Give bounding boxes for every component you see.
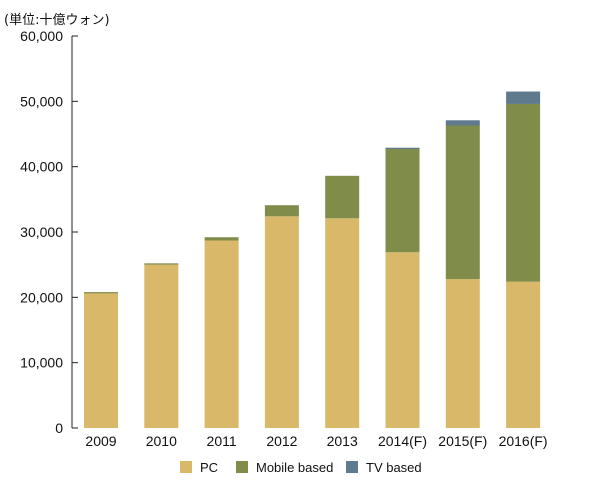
bar-segment-mobile-based (385, 149, 420, 253)
unit-label: (単位:十億ウォン) (4, 12, 110, 28)
y-tick-label: 30,000 (20, 224, 63, 240)
x-tick-label: 2009 (85, 433, 116, 449)
legend-label: PC (200, 460, 218, 475)
bar-segment-pc (506, 281, 541, 428)
y-tick-label: 20,000 (20, 289, 63, 305)
bar-segment-pc (325, 218, 360, 428)
bar-segment-mobile-based (506, 103, 541, 282)
bar-segment-mobile-based (144, 263, 179, 265)
bar-segment-tv-based (506, 91, 541, 104)
bars-group (84, 91, 541, 428)
bar-segment-mobile-based (204, 237, 239, 241)
bar-segment-pc (144, 264, 179, 428)
legend-label: Mobile based (256, 460, 333, 475)
x-tick-label: 2010 (146, 433, 177, 449)
x-tick-label: 2014(F) (378, 433, 427, 449)
legend-swatch-tv-based (346, 461, 358, 473)
bar-segment-tv-based (385, 147, 420, 150)
bar-segment-pc (385, 252, 420, 428)
y-tick-label: 60,000 (20, 28, 63, 44)
bar-segment-mobile-based (264, 205, 299, 217)
bar-segment-mobile-based (325, 175, 360, 219)
x-tick-label: 2011 (207, 433, 237, 449)
bar-segment-pc (264, 216, 299, 428)
y-tick-label: 10,000 (20, 355, 63, 371)
x-tick-label: 2013 (327, 433, 358, 449)
bar-segment-mobile-based (84, 292, 118, 294)
bar-segment-pc (204, 240, 239, 428)
y-tick-label: 50,000 (20, 93, 63, 109)
y-tick-label: 40,000 (20, 159, 63, 175)
bar-segment-tv-based (445, 120, 480, 126)
y-tick-label: 0 (55, 420, 63, 436)
x-ticks-group: 2009 2010 2011 2012 2013 2014(F) 2015(F) 2016(F… (85, 433, 547, 449)
legend-label: TV based (366, 460, 422, 475)
bar-segment-pc (84, 293, 118, 428)
legend: PC Mobile based TV based (180, 460, 422, 475)
legend-swatch-pc (180, 461, 192, 473)
x-tick-label: 2012 (266, 433, 297, 449)
y-ticks-group: 0 10,000 20,000 30,000 40,000 50,000 60,000 (20, 28, 78, 436)
legend-swatch-mobile-based (236, 461, 248, 473)
x-tick-label: 2015(F) (438, 433, 487, 449)
x-tick-label: 2016(F) (499, 433, 548, 449)
bar-segment-pc (445, 279, 480, 428)
bar-segment-mobile-based (445, 125, 480, 280)
